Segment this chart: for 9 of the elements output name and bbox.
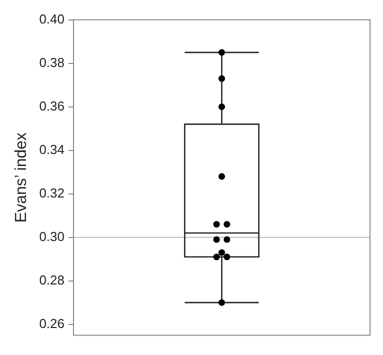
y-tick-label: 0.40	[39, 11, 64, 26]
y-tick-label: 0.34	[39, 142, 64, 157]
y-tick-label: 0.26	[39, 316, 64, 331]
y-tick-label: 0.36	[39, 98, 64, 114]
y-tick-label: 0.28	[39, 272, 64, 288]
y-tick-label: 0.30	[39, 228, 64, 244]
y-tick-label: 0.32	[39, 185, 64, 200]
y-tick-label: 0.38	[39, 54, 64, 70]
y-axis-title: Evans’ index	[13, 132, 30, 223]
